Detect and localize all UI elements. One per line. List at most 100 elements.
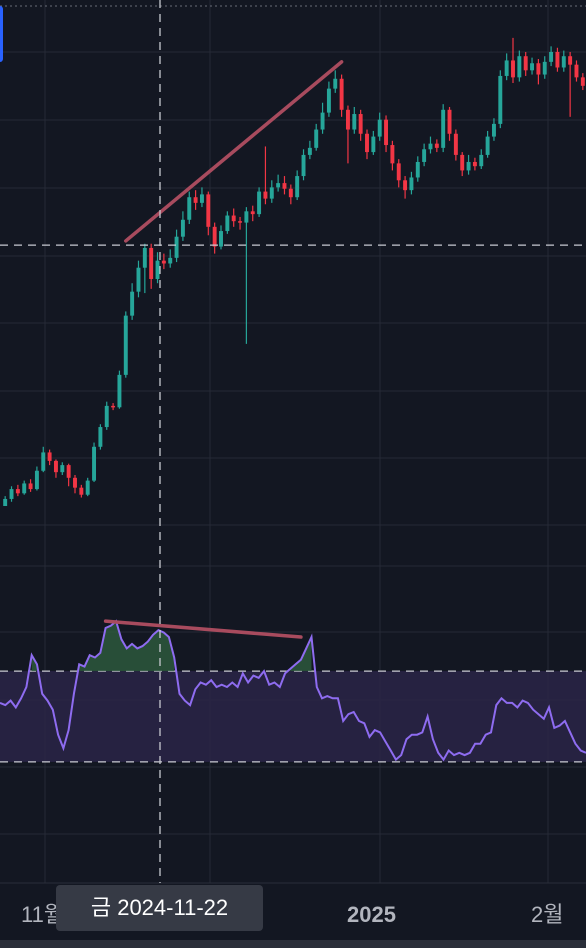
- candle-body: [314, 129, 319, 148]
- candle: [98, 424, 103, 450]
- candle: [409, 171, 414, 195]
- candle-body: [282, 183, 287, 189]
- candle: [225, 211, 230, 234]
- candle-body: [168, 257, 173, 264]
- candle: [339, 74, 344, 117]
- candle: [149, 243, 154, 289]
- series-color-marker[interactable]: [0, 6, 3, 62]
- candle: [53, 459, 58, 478]
- candle: [352, 106, 357, 134]
- candle-body: [339, 78, 344, 110]
- candle-body: [269, 187, 274, 199]
- candle-body: [441, 109, 446, 148]
- candle: [365, 129, 369, 160]
- candle: [320, 102, 325, 134]
- indicator-series[interactable]: [0, 619, 586, 762]
- candle-body: [466, 161, 471, 171]
- candle: [384, 115, 389, 153]
- candle: [358, 109, 363, 141]
- candle-body: [536, 63, 541, 75]
- price-candles[interactable]: [3, 37, 585, 506]
- candle: [491, 118, 496, 141]
- candle: [498, 70, 503, 129]
- candle-body: [276, 183, 281, 188]
- candle-body: [257, 191, 262, 215]
- candle-body: [66, 465, 71, 478]
- candle-body: [123, 315, 128, 375]
- candle-body: [263, 191, 268, 199]
- candle: [9, 486, 14, 502]
- candle-body: [453, 133, 458, 155]
- candle: [568, 51, 573, 117]
- candle: [580, 73, 585, 91]
- candle: [549, 46, 554, 67]
- candle-body: [238, 221, 243, 223]
- candle-body: [390, 145, 395, 164]
- candle-body: [187, 197, 192, 220]
- indicator-band: [0, 670, 586, 763]
- candle: [479, 149, 484, 170]
- candle-body: [92, 446, 97, 481]
- drawing-overlays[interactable]: [0, 0, 586, 883]
- candle: [422, 143, 427, 167]
- bottom-scrollbar: [0, 940, 586, 948]
- candle-body: [549, 51, 554, 62]
- candle: [136, 260, 141, 298]
- candle-body: [333, 78, 338, 89]
- candle: [345, 105, 350, 164]
- candle-body: [358, 114, 363, 134]
- candle: [199, 187, 204, 208]
- candle-body: [85, 480, 90, 495]
- candle-body: [79, 487, 84, 495]
- candle: [390, 140, 395, 171]
- candle: [295, 170, 300, 201]
- candle-body: [149, 247, 154, 279]
- candle-body: [3, 498, 8, 506]
- candle: [174, 229, 179, 263]
- candle: [447, 106, 452, 141]
- candle: [517, 50, 522, 82]
- candle: [161, 253, 166, 270]
- candle-body: [60, 465, 65, 473]
- candle: [231, 208, 236, 227]
- candle: [460, 152, 465, 177]
- candle-body: [530, 63, 535, 71]
- indicator-range-band: [0, 671, 586, 762]
- candle-body: [504, 60, 509, 76]
- candle-body: [9, 489, 14, 499]
- candle: [193, 190, 198, 210]
- candle: [472, 157, 477, 171]
- candle: [523, 51, 528, 76]
- candle: [111, 403, 116, 411]
- candle: [415, 156, 420, 182]
- candle: [263, 146, 268, 205]
- candle: [3, 496, 8, 506]
- candle: [466, 154, 471, 175]
- candle-body: [244, 211, 249, 223]
- candle: [180, 211, 185, 241]
- candle-body: [47, 452, 52, 461]
- candle: [60, 462, 65, 475]
- candle: [73, 474, 77, 494]
- candle-body: [580, 77, 585, 86]
- candle: [79, 484, 84, 498]
- candle: [561, 50, 566, 72]
- candle-body: [409, 177, 414, 191]
- candle: [66, 463, 71, 487]
- candle-body: [396, 163, 401, 181]
- x-tick-label-2025: 2025: [347, 902, 396, 927]
- candle: [434, 139, 439, 153]
- candle-body: [193, 197, 198, 203]
- candle: [15, 484, 20, 497]
- candle-body: [415, 161, 420, 178]
- candle-body: [301, 154, 306, 177]
- candle-body: [491, 123, 496, 137]
- x-tick-label-feb: 2월: [531, 902, 563, 927]
- candle-body: [53, 460, 58, 473]
- candle-body: [352, 114, 357, 130]
- candle: [504, 53, 509, 81]
- candle: [269, 180, 274, 203]
- candle-body: [111, 405, 116, 408]
